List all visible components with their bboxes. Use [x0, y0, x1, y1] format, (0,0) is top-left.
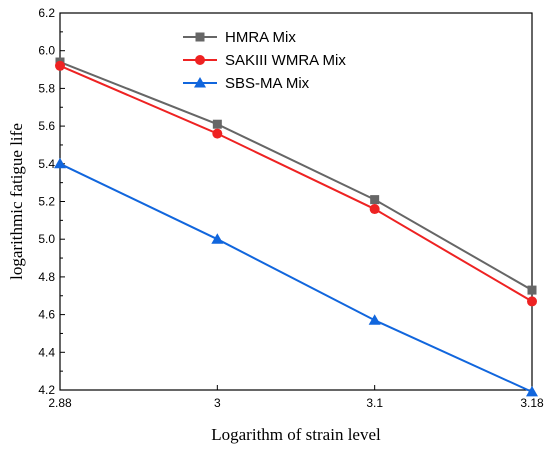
series-group — [54, 57, 538, 397]
x-tick-label: 3 — [214, 396, 221, 410]
data-point — [527, 296, 537, 307]
y-tick-label: 6.2 — [38, 6, 55, 20]
data-point — [526, 385, 538, 397]
legend-label: SBS-MA Mix — [225, 75, 310, 92]
axes — [59, 12, 533, 391]
data-point — [212, 128, 223, 139]
data-point — [527, 285, 537, 295]
data-point — [55, 60, 65, 71]
series-2 — [54, 157, 538, 397]
series-line — [59, 61, 533, 291]
y-tick-label: 5.8 — [38, 81, 55, 95]
y-tick-label: 5.4 — [38, 157, 55, 171]
y-tick-label: 4.2 — [38, 383, 55, 397]
data-point — [368, 314, 381, 325]
x-tick-label: 3.1 — [366, 396, 383, 410]
y-tick-label: 4.8 — [38, 270, 55, 284]
series-0 — [55, 57, 537, 295]
legend-marker — [195, 55, 205, 65]
plot-frame — [59, 12, 533, 391]
legend-label: SAKIII WMRA Mix — [225, 52, 346, 69]
series-1 — [55, 60, 537, 307]
y-axis-label: logarithmic fatigue life — [7, 123, 26, 280]
y-tick-label: 4.6 — [38, 308, 55, 322]
y-tick-label: 5.0 — [38, 232, 55, 246]
legend-label: HMRA Mix — [225, 29, 296, 46]
y-axis-ticks: 4.2 4.4 4.6 4.8 5.0 5.2 5.4 5.6 5.8 6.0 6.2 — [38, 6, 65, 397]
x-tick-label: 3.18 — [520, 396, 544, 410]
data-point — [369, 204, 380, 215]
legend-marker — [194, 77, 206, 88]
legend-item: SAKIII WMRA Mix — [183, 52, 346, 69]
y-tick-label: 5.6 — [38, 119, 55, 133]
legend: HMRA Mix SAKIII WMRA Mix SBS-MA Mix — [183, 29, 346, 92]
data-point — [212, 119, 222, 129]
data-point — [211, 233, 224, 244]
data-point — [370, 195, 380, 205]
legend-item: SBS-MA Mix — [183, 75, 310, 92]
legend-item: HMRA Mix — [183, 29, 296, 46]
legend-marker — [195, 32, 205, 42]
data-point — [54, 157, 66, 169]
series-line — [59, 162, 533, 393]
series-line — [59, 64, 533, 303]
x-tick-label: 2.88 — [48, 396, 72, 410]
x-axis-label: Logarithm of strain level — [211, 425, 381, 444]
y-tick-label: 5.2 — [38, 195, 55, 209]
y-tick-label: 6.0 — [38, 44, 55, 58]
x-axis-ticks: 2.88 3 3.1 3.18 — [48, 385, 544, 410]
y-tick-label: 4.4 — [38, 345, 55, 359]
